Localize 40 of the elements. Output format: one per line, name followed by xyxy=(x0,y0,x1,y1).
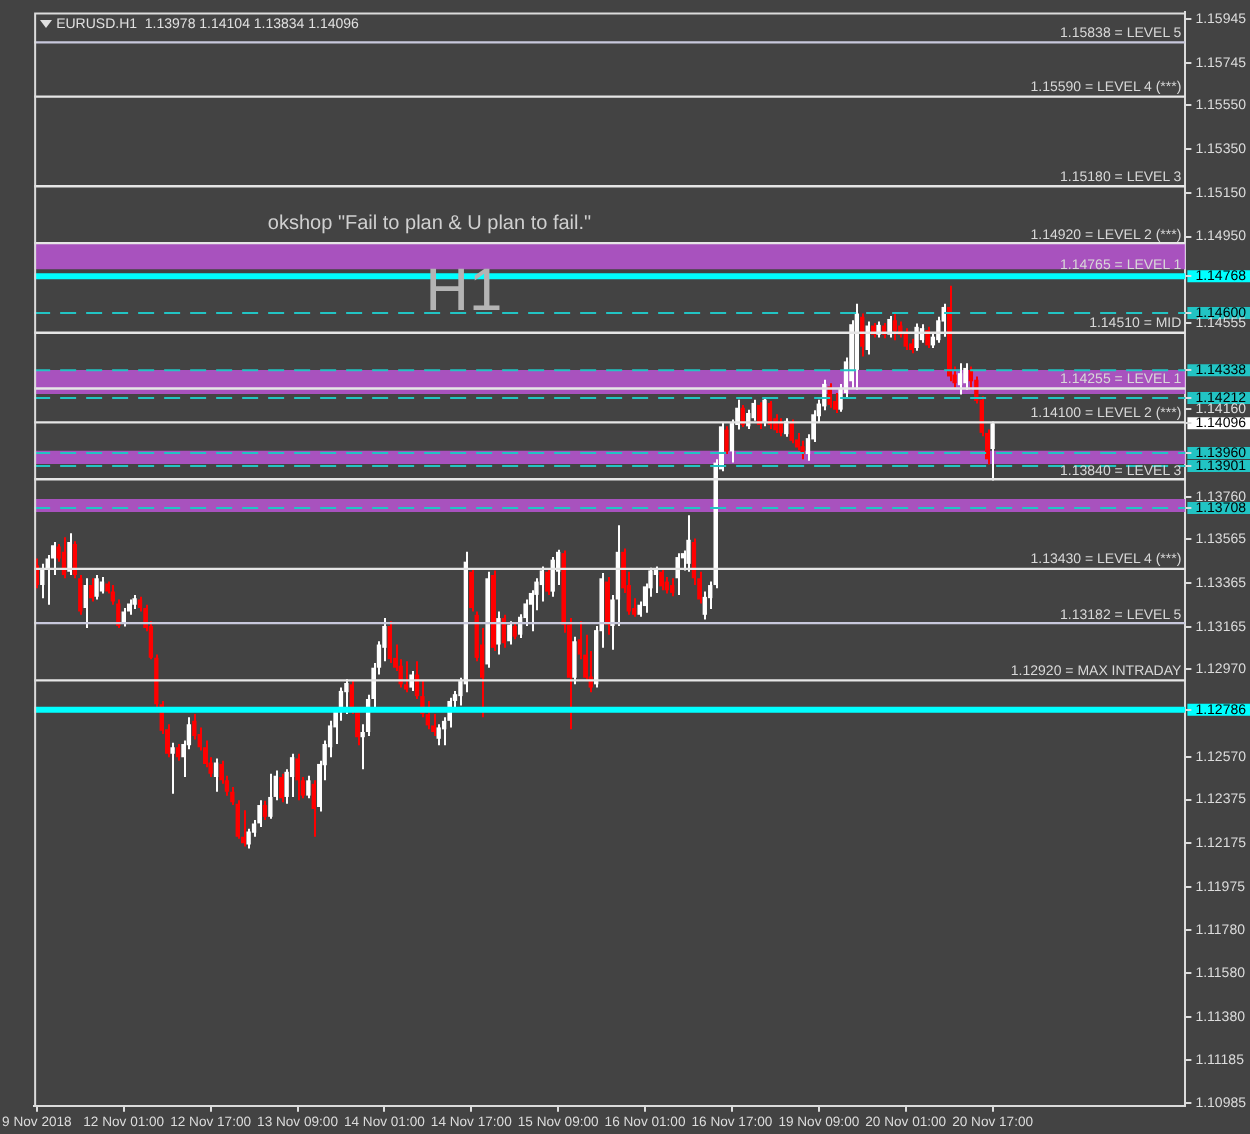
candlestick xyxy=(659,568,664,592)
candlestick xyxy=(724,425,729,456)
candlestick xyxy=(963,362,968,391)
candlestick xyxy=(957,362,963,396)
candlestick xyxy=(387,620,392,665)
candlestick xyxy=(751,398,756,422)
candlestick xyxy=(892,312,898,342)
candlestick xyxy=(762,396,767,428)
candlestick xyxy=(925,325,930,350)
candlestick xyxy=(702,590,707,621)
candlestick xyxy=(436,723,441,747)
candlestick xyxy=(88,577,94,603)
candlestick xyxy=(675,552,680,596)
candlestick xyxy=(887,315,892,339)
candlestick xyxy=(311,779,316,838)
candlestick xyxy=(490,569,496,653)
candlestick xyxy=(403,660,409,694)
candlestick xyxy=(545,567,550,596)
candlestick xyxy=(800,439,805,461)
candlestick xyxy=(572,635,577,686)
candlestick xyxy=(469,567,474,613)
candlestick xyxy=(78,574,83,616)
candlestick xyxy=(496,610,501,656)
candlestick xyxy=(279,772,284,804)
candlestick xyxy=(246,827,251,850)
candlestick xyxy=(262,799,268,822)
candlestick xyxy=(990,420,995,482)
candlestick xyxy=(686,514,691,573)
candlestick xyxy=(295,752,300,802)
candlestick xyxy=(344,678,349,716)
candlestick xyxy=(289,752,295,798)
candlestick xyxy=(268,772,273,820)
annotation: okshop "Fail to plan & U plan to fail." xyxy=(267,212,592,235)
candlestick xyxy=(539,565,545,603)
candlestick xyxy=(170,741,175,795)
candlestick xyxy=(67,532,72,576)
candlestick xyxy=(306,774,311,800)
candlestick xyxy=(914,322,919,352)
candlestick xyxy=(83,577,88,629)
candlestick xyxy=(94,574,99,601)
